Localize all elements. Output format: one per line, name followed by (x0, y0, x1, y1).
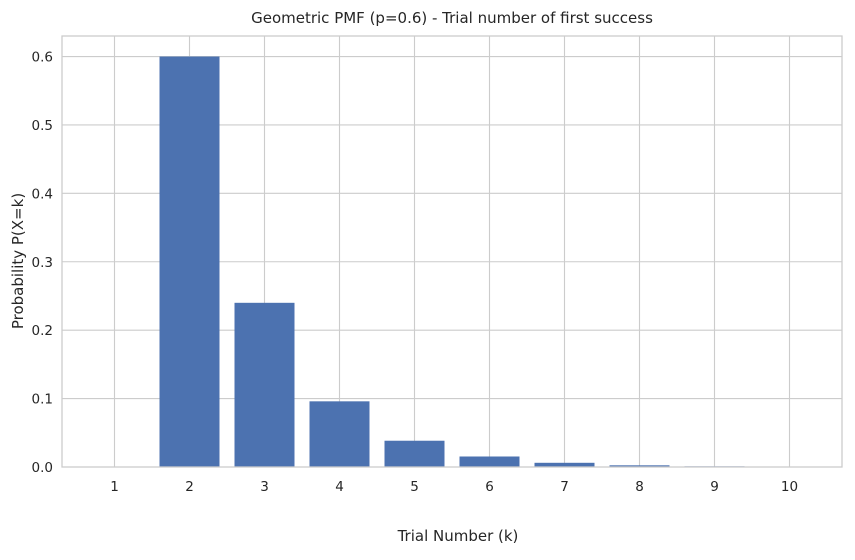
x-tick-label: 10 (781, 479, 798, 495)
bar (235, 303, 295, 467)
x-tick-label: 7 (560, 479, 569, 495)
y-tick-label: 0.2 (32, 323, 53, 339)
bar (160, 57, 220, 467)
y-tick-label: 0.3 (32, 255, 53, 271)
bar (310, 401, 370, 467)
y-axis-label: Probability P(X=k) (9, 193, 27, 329)
y-tick-label: 0.0 (32, 460, 53, 476)
y-tick-label: 0.4 (32, 186, 53, 202)
x-tick-label: 9 (710, 479, 719, 495)
x-tick-label: 8 (635, 479, 644, 495)
y-tick-label: 0.6 (32, 50, 53, 66)
bar (385, 441, 445, 467)
x-tick-label: 3 (260, 479, 269, 495)
x-tick-label: 5 (410, 479, 419, 495)
x-tick-label: 6 (485, 479, 494, 495)
x-tick-label: 4 (335, 479, 344, 495)
bar (460, 456, 520, 467)
y-tick-label: 0.1 (32, 392, 53, 408)
x-axis-label: Trial Number (k) (397, 527, 519, 545)
y-tick-label: 0.5 (32, 118, 53, 134)
chart-title: Geometric PMF (p=0.6) - Trial number of … (251, 9, 653, 27)
x-tick-label: 1 (110, 479, 119, 495)
x-tick-label: 2 (185, 479, 194, 495)
